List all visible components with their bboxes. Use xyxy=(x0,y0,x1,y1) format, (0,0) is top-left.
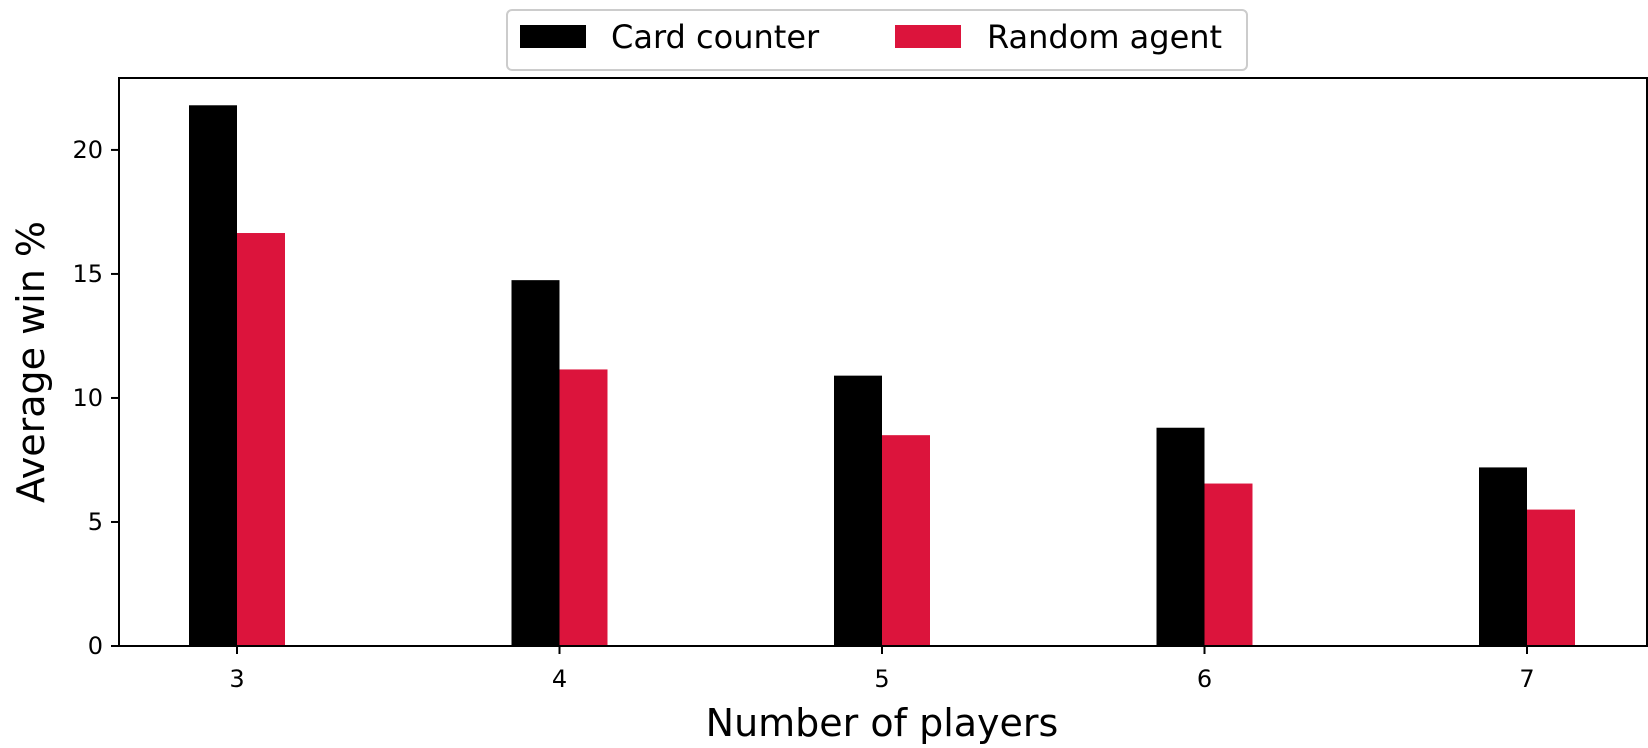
bar-random-agent-7 xyxy=(1527,509,1575,646)
legend-label-card-counter: Card counter xyxy=(611,18,820,56)
legend-label-random-agent: Random agent xyxy=(987,18,1222,56)
bar-card-counter-5 xyxy=(834,375,882,646)
x-tick-label-5: 5 xyxy=(874,665,889,693)
y-tick-label-0: 0 xyxy=(88,632,103,660)
x-axis: 3 4 5 6 7 xyxy=(229,646,1535,693)
y-tick-label-15: 15 xyxy=(72,260,103,288)
bar-card-counter-4 xyxy=(511,280,560,646)
legend-swatch-random-agent xyxy=(895,25,961,48)
y-tick-label-20: 20 xyxy=(72,136,103,164)
x-axis-label: Number of players xyxy=(706,701,1059,745)
bars-group xyxy=(189,105,1575,647)
y-axis-label: Average win % xyxy=(9,221,53,503)
bar-random-agent-6 xyxy=(1204,483,1253,646)
legend-swatch-card-counter xyxy=(520,25,586,48)
bar-random-agent-3 xyxy=(237,233,285,646)
bar-card-counter-3 xyxy=(189,105,237,647)
legend-frame xyxy=(506,9,1248,71)
bar-card-counter-6 xyxy=(1156,427,1205,646)
x-tick-label-6: 6 xyxy=(1197,665,1212,693)
y-axis: 0 5 10 15 20 xyxy=(72,136,119,660)
legend: Card counter Random agent xyxy=(506,9,1248,71)
bar-random-agent-5 xyxy=(882,435,930,646)
x-tick-label-7: 7 xyxy=(1519,665,1534,693)
y-tick-label-5: 5 xyxy=(88,508,103,536)
x-tick-label-4: 4 xyxy=(552,665,567,693)
y-tick-label-10: 10 xyxy=(72,384,103,412)
bar-card-counter-7 xyxy=(1479,467,1527,646)
bar-random-agent-4 xyxy=(559,369,608,646)
x-tick-label-3: 3 xyxy=(229,665,244,693)
